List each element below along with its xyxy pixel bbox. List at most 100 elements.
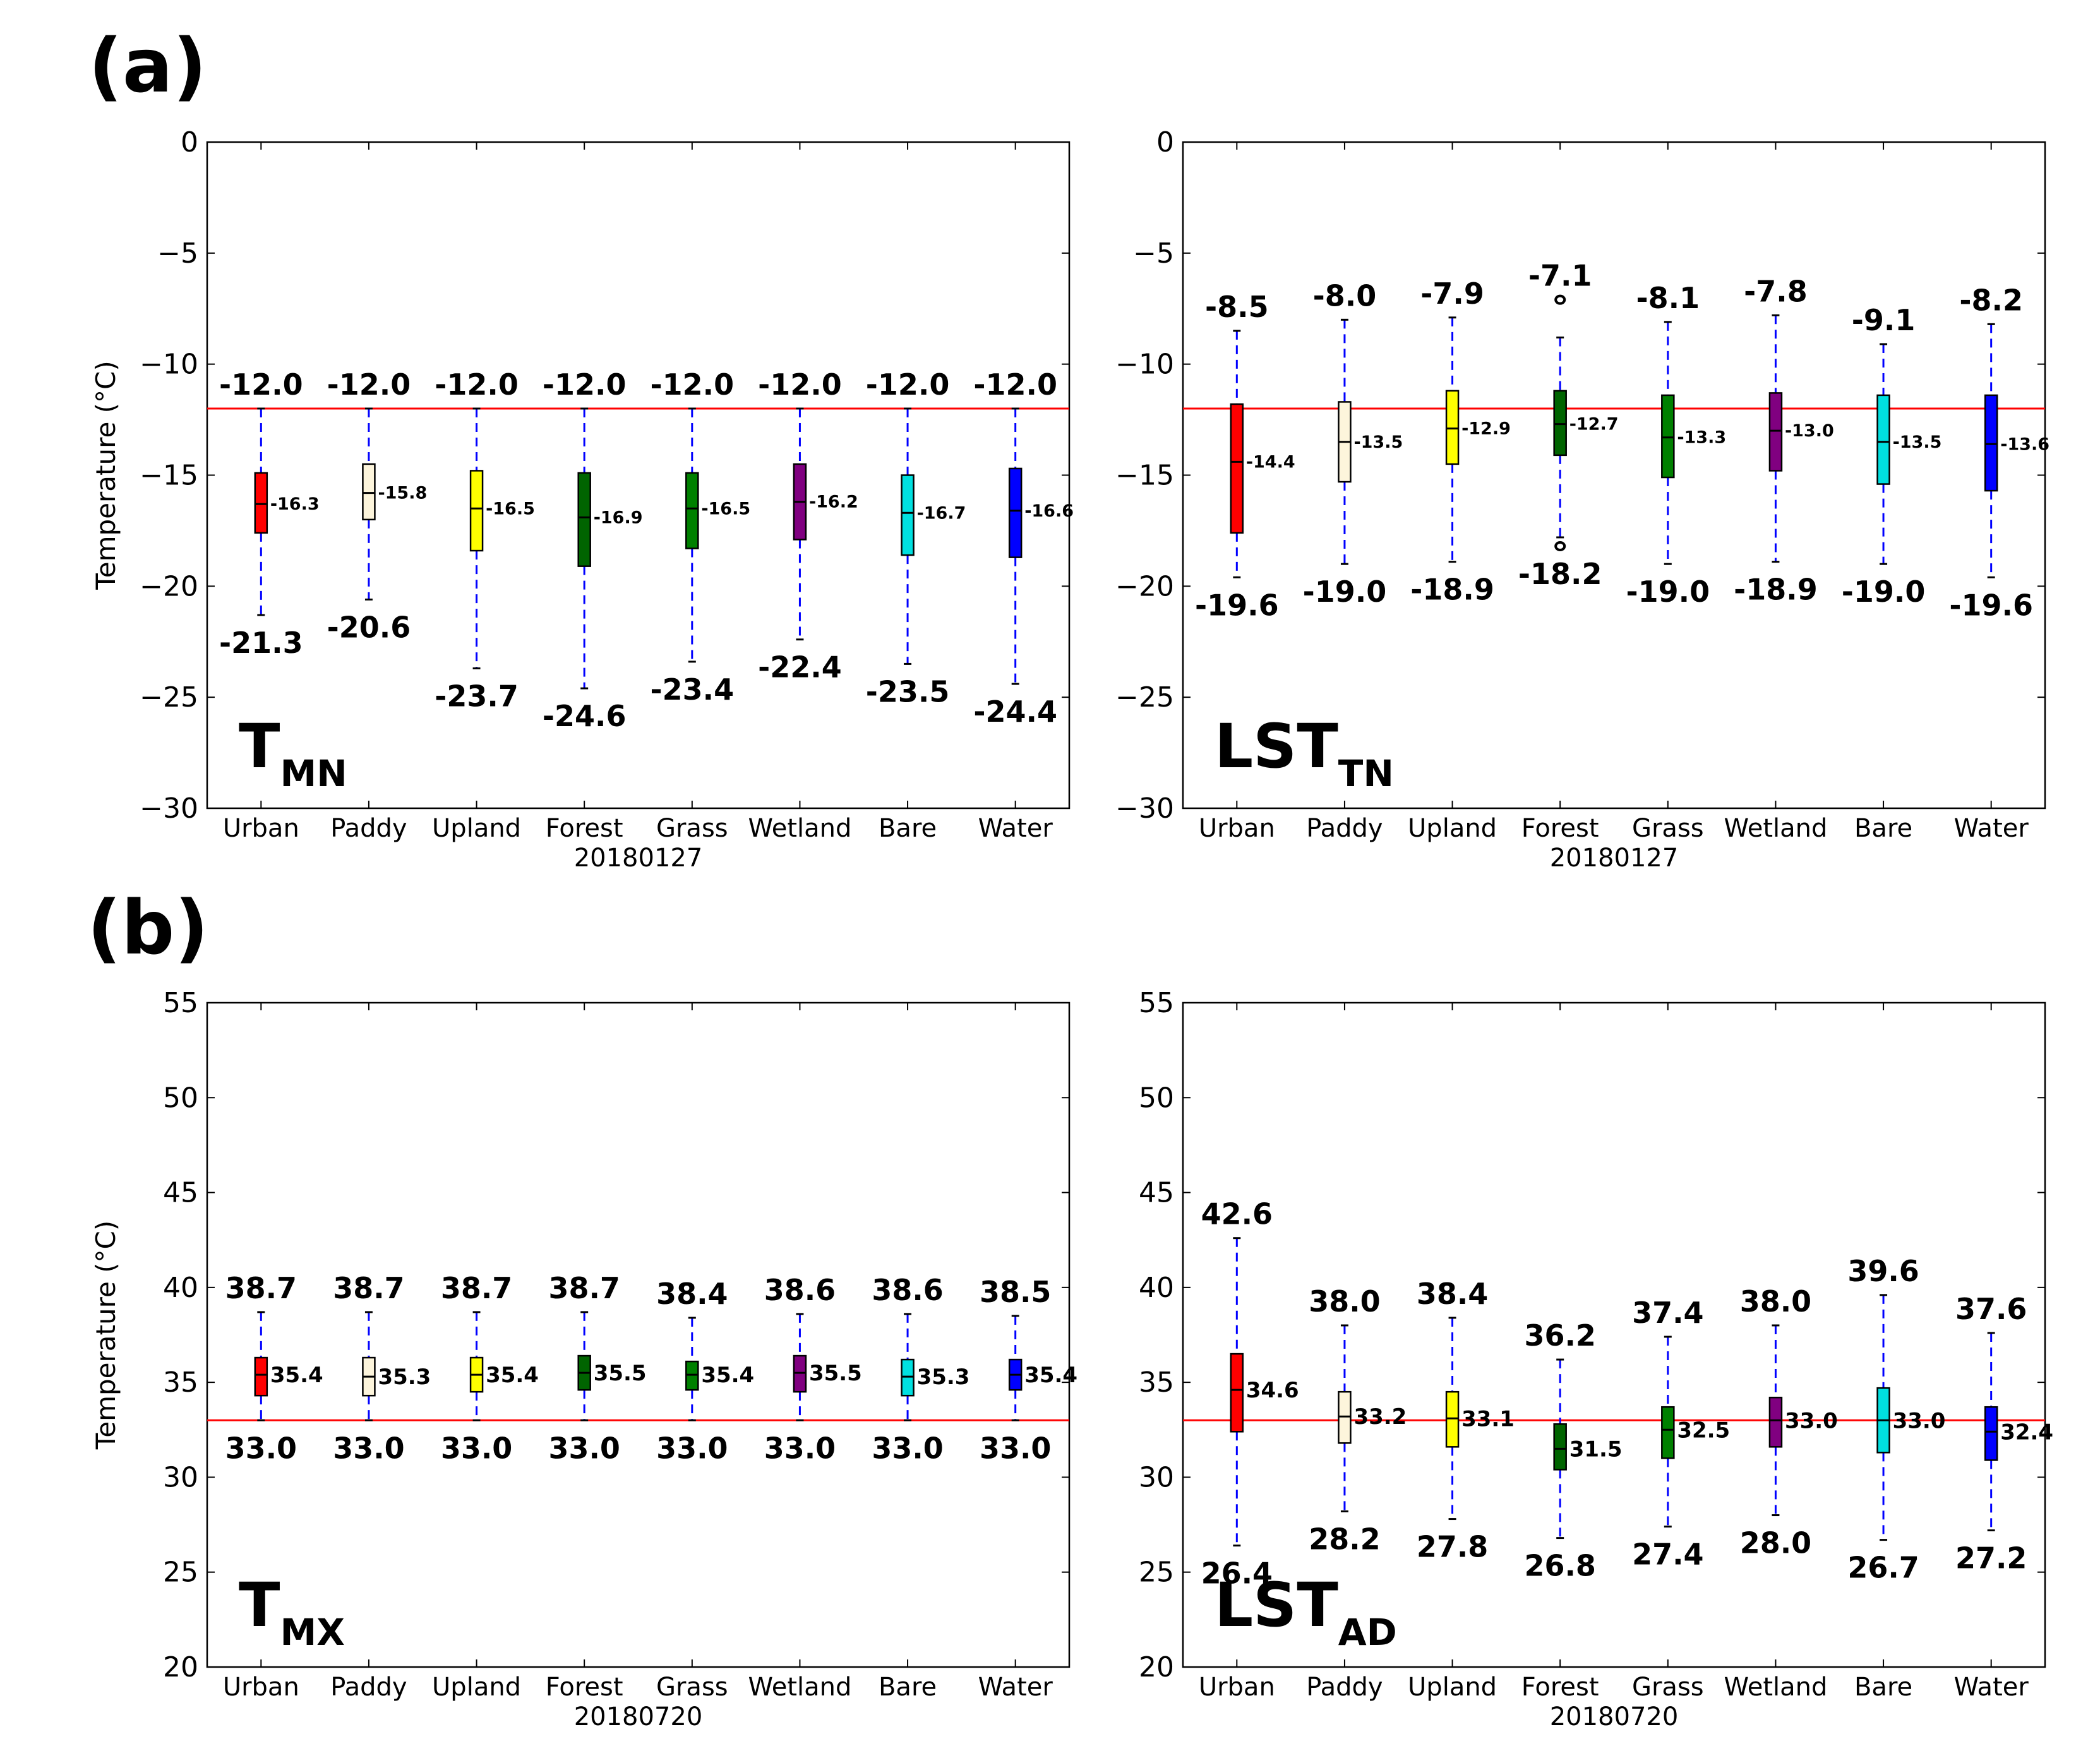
min-label-water: 33.0 xyxy=(980,1431,1052,1465)
min-label-urban: 26.4 xyxy=(1201,1557,1273,1591)
max-label-paddy: 38.7 xyxy=(333,1271,405,1305)
x-tick-label-grass: Grass xyxy=(1632,814,1704,843)
x-tick-label-wetland: Wetland xyxy=(1724,1673,1828,1702)
min-label-paddy: 28.2 xyxy=(1309,1522,1381,1557)
chart-lsttn: 0 −5 −10 −15 −20 −25 −30 Urban Paddy Upland Forest… xyxy=(1115,126,2049,873)
max-label-grass: -12.0 xyxy=(651,368,735,402)
box-water xyxy=(1008,467,1023,558)
min-label-wetland: -22.4 xyxy=(758,650,842,684)
x-tick-label-paddy: Paddy xyxy=(1306,814,1383,843)
x-tick-label-urban: Urban xyxy=(223,1673,299,1702)
max-label-paddy: 38.0 xyxy=(1309,1284,1381,1318)
min-label-bare: -19.0 xyxy=(1842,575,1926,609)
min-label-water: 27.2 xyxy=(1955,1541,2027,1575)
max-label-bare: -12.0 xyxy=(866,368,950,402)
min-label-forest: -18.2 xyxy=(1518,557,1602,591)
variable-label: LSTTN xyxy=(1215,711,1394,795)
median-label-urban: 34.6 xyxy=(1246,1378,1299,1403)
median-label-urban: -16.3 xyxy=(270,494,320,514)
box-forest xyxy=(1553,1423,1567,1471)
x-axis-title: 20180127 xyxy=(1550,844,1679,873)
y-tick-label: 20 xyxy=(1139,1651,1174,1683)
min-label-urban: 33.0 xyxy=(225,1431,297,1465)
min-label-water: -19.6 xyxy=(1949,588,2033,622)
median-label-urban: 35.4 xyxy=(270,1363,323,1388)
max-label-upland: 38.4 xyxy=(1417,1277,1489,1311)
median-label-forest: 31.5 xyxy=(1569,1437,1623,1462)
min-label-forest: -24.6 xyxy=(543,699,627,733)
min-label-upland: 33.0 xyxy=(441,1431,513,1465)
y-tick-label: 30 xyxy=(163,1461,198,1493)
y-tick-label: −25 xyxy=(1115,681,1174,714)
y-tick-label: 50 xyxy=(163,1082,198,1114)
variable-label-main: T xyxy=(239,1570,280,1640)
x-tick-label-paddy: Paddy xyxy=(330,814,407,843)
min-label-upland: 27.8 xyxy=(1417,1530,1489,1564)
min-label-urban: -19.6 xyxy=(1195,588,1279,622)
min-label-paddy: -19.0 xyxy=(1303,575,1387,609)
x-tick-label-paddy: Paddy xyxy=(330,1673,407,1702)
variable-label-main: T xyxy=(239,711,280,782)
median-label-grass: -16.5 xyxy=(701,499,750,518)
y-axis-title: Temperature (°C) xyxy=(90,1221,121,1450)
variable-label-sub: TN xyxy=(1338,752,1394,795)
plot-frame xyxy=(206,1001,1071,1668)
box-urban xyxy=(254,472,268,534)
box-grass xyxy=(1661,394,1675,479)
median-label-upland: -12.9 xyxy=(1461,419,1511,439)
plot-frame xyxy=(206,141,1071,810)
median-label-upland: -16.5 xyxy=(486,499,535,518)
box-grass xyxy=(685,1360,699,1391)
box-water xyxy=(1984,1406,1998,1461)
y-tick-label: 40 xyxy=(163,1272,198,1304)
x-axis-title: 20180720 xyxy=(574,1702,703,1731)
max-label-forest: -12.0 xyxy=(543,368,627,402)
box-bare xyxy=(1876,394,1890,485)
variable-label-main: LST xyxy=(1215,1570,1338,1640)
y-tick-label: −10 xyxy=(1115,349,1174,381)
median-label-bare: 33.0 xyxy=(1893,1408,1946,1433)
max-label-paddy: -8.0 xyxy=(1313,278,1377,313)
y-axis-title: Temperature (°C) xyxy=(90,361,121,590)
median-label-wetland: 33.0 xyxy=(1785,1408,1838,1433)
x-tick-label-water: Water xyxy=(1954,814,2029,843)
y-tick-label: 25 xyxy=(1139,1557,1174,1589)
y-tick-label: 0 xyxy=(1156,126,1174,158)
box-paddy xyxy=(1338,1390,1352,1444)
box-urban xyxy=(1230,403,1244,534)
min-label-bare: 26.7 xyxy=(1847,1551,1919,1585)
median-label-water: -16.6 xyxy=(1024,501,1074,521)
max-label-upland: -7.9 xyxy=(1420,277,1484,311)
x-tick-label-water: Water xyxy=(978,1673,1053,1702)
box-forest xyxy=(1553,390,1567,457)
outlier-high-forest xyxy=(1554,294,1566,305)
box-wetland xyxy=(1768,1396,1783,1448)
min-label-forest: 33.0 xyxy=(548,1431,620,1465)
median-label-forest: 35.5 xyxy=(594,1361,647,1386)
max-label-water: 38.5 xyxy=(980,1275,1052,1309)
y-tick-label: 0 xyxy=(181,126,198,158)
box-paddy xyxy=(362,463,376,521)
box-urban xyxy=(1230,1353,1244,1433)
box-upland xyxy=(1445,1390,1460,1448)
charts-layer: 0 −5 −10 −15 −20 −25 −30 Urban Paddy Upland Forest… xyxy=(90,126,2053,1731)
max-label-forest: -7.1 xyxy=(1528,259,1592,293)
median-label-bare: -16.7 xyxy=(917,503,966,523)
max-label-water: -12.0 xyxy=(973,368,1057,402)
box-bare xyxy=(901,1358,915,1397)
y-tick-label: 35 xyxy=(163,1366,198,1399)
min-label-upland: -23.7 xyxy=(435,679,519,713)
x-tick-label-wetland: Wetland xyxy=(748,814,852,843)
median-label-grass: 32.5 xyxy=(1677,1418,1730,1443)
x-tick-label-grass: Grass xyxy=(656,1673,728,1702)
max-label-urban: -8.5 xyxy=(1205,290,1269,324)
y-tick-label: −10 xyxy=(140,349,198,381)
min-label-urban: -21.3 xyxy=(219,626,303,660)
x-tick-label-upland: Upland xyxy=(432,1673,521,1702)
y-tick-label: −30 xyxy=(140,792,198,825)
median-label-paddy: 33.2 xyxy=(1353,1404,1407,1430)
max-label-wetland: 38.0 xyxy=(1740,1284,1812,1318)
x-tick-label-bare: Bare xyxy=(879,1673,937,1702)
x-tick-label-forest: Forest xyxy=(1521,814,1599,843)
